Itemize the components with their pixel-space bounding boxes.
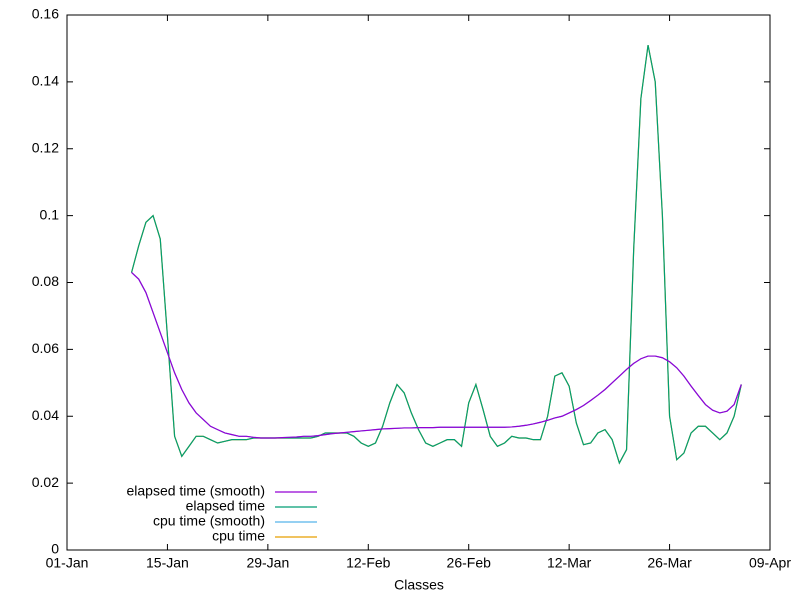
legend-label: cpu time (smooth) — [153, 513, 265, 529]
y-tick-label: 0 — [51, 541, 59, 557]
x-axis-label: Classes — [394, 577, 444, 593]
y-tick-label: 0.16 — [32, 6, 59, 22]
y-tick-label: 0.06 — [32, 340, 59, 356]
y-tick-label: 0.12 — [32, 139, 59, 155]
legend-label: elapsed time — [186, 498, 266, 514]
x-tick-label: 15-Jan — [146, 555, 189, 571]
series-line — [131, 272, 742, 439]
x-tick-label: 29-Jan — [246, 555, 289, 571]
x-tick-label: 09-Apr — [749, 555, 791, 571]
x-tick-label: 12-Feb — [346, 555, 391, 571]
y-tick-label: 0.04 — [32, 407, 59, 423]
y-tick-label: 0.1 — [40, 206, 60, 222]
x-tick-label: 12-Mar — [547, 555, 592, 571]
series-line — [130, 44, 742, 465]
y-tick-label: 0.02 — [32, 474, 59, 490]
series-line — [131, 272, 742, 439]
y-tick-label: 0.14 — [32, 73, 59, 89]
legend-label: elapsed time (smooth) — [126, 483, 265, 499]
x-tick-label: 26-Feb — [447, 555, 492, 571]
series-line — [130, 44, 742, 465]
y-tick-label: 0.08 — [32, 273, 59, 289]
legend-label: cpu time — [212, 528, 265, 544]
x-tick-label: 26-Mar — [647, 555, 692, 571]
x-tick-label: 01-Jan — [46, 555, 89, 571]
